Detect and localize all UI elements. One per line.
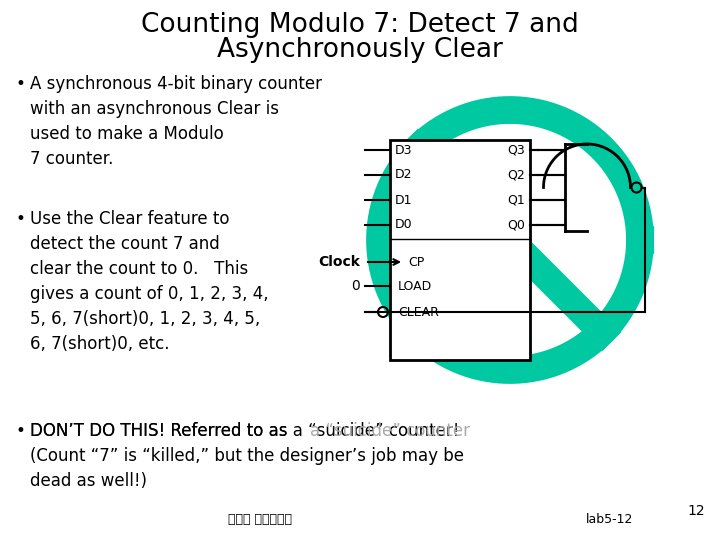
Text: a “suicide” counter: a “suicide” counter [310, 422, 470, 440]
Text: CLEAR: CLEAR [398, 306, 439, 319]
Text: Asynchronously Clear: Asynchronously Clear [217, 37, 503, 63]
Text: CP: CP [408, 255, 424, 268]
Bar [390, 140, 530, 360]
Text: D0: D0 [395, 219, 413, 232]
Text: •: • [15, 210, 25, 228]
Text: DON’T DO THIS! Referred to as a “suicide” counter!
(Count “7” is “killed,” but t: DON’T DO THIS! Referred to as a “suicide… [30, 422, 464, 490]
Text: 0: 0 [351, 279, 360, 293]
Text: Q0: Q0 [507, 219, 525, 232]
Text: 12: 12 [688, 504, 705, 518]
Text: Counting Modulo 7: Detect 7 and: Counting Modulo 7: Detect 7 and [141, 12, 579, 38]
Text: D1: D1 [395, 193, 413, 206]
Text: DON’T DO THIS! Referred to as: DON’T DO THIS! Referred to as [30, 422, 293, 440]
Text: A synchronous 4-bit binary counter
with an asynchronous Clear is
used to make a : A synchronous 4-bit binary counter with … [30, 75, 322, 168]
Text: Q3: Q3 [508, 144, 525, 157]
Text: 張明劓 交大資工系: 張明劓 交大資工系 [228, 513, 292, 526]
Text: lab5-12: lab5-12 [586, 513, 634, 526]
Text: •: • [15, 422, 25, 440]
Text: Use the Clear feature to
detect the count 7 and
clear the count to 0.   This
giv: Use the Clear feature to detect the coun… [30, 210, 269, 353]
Text: Q2: Q2 [508, 168, 525, 181]
Text: D3: D3 [395, 144, 413, 157]
Text: LOAD: LOAD [398, 280, 432, 293]
Text: Q1: Q1 [508, 193, 525, 206]
Text: •: • [15, 75, 25, 93]
Text: D2: D2 [395, 168, 413, 181]
Text: Clock: Clock [318, 255, 360, 269]
